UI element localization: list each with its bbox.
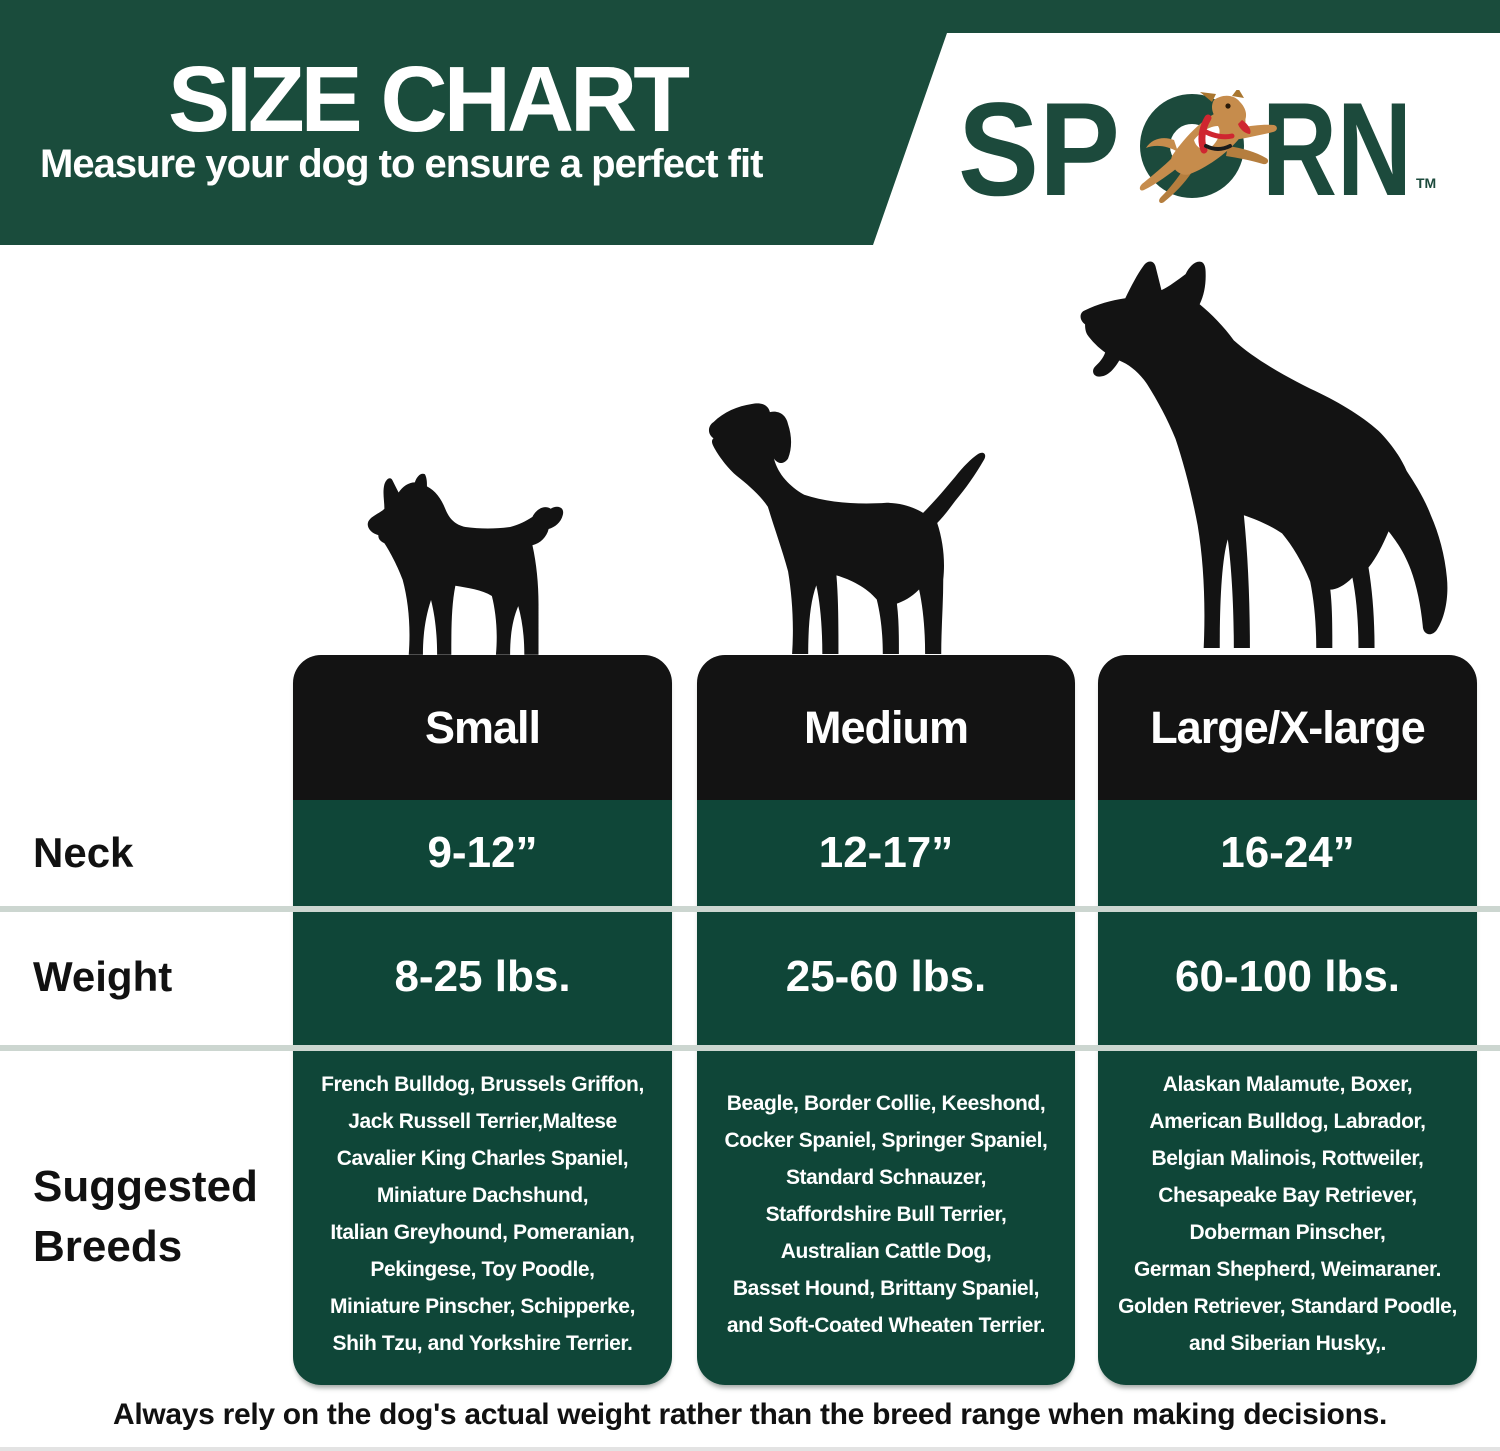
- size-card-medium: Medium 12-17” 25-60 lbs. Beagle, Border …: [697, 655, 1075, 1385]
- page-title: SIZE CHART: [168, 47, 690, 151]
- sporn-logo: SP RN: [956, 76, 1446, 224]
- size-card-large: Large/X-large 16-24” 60-100 lbs. Alaskan…: [1098, 655, 1477, 1385]
- size-card-medium-header: Medium: [697, 655, 1075, 800]
- logo-text-sp: SP: [958, 90, 1120, 215]
- breeds-list-small: French Bulldog, Brussels Griffon, Jack R…: [321, 1073, 644, 1355]
- neck-value-large: 16-24”: [1220, 828, 1355, 877]
- size-card-medium-body: [697, 800, 1075, 1385]
- row-label-suggested-breeds: Suggested Breeds: [33, 1162, 258, 1271]
- size-card-large-header: Large/X-large: [1098, 655, 1477, 800]
- size-name: Medium: [803, 701, 969, 753]
- logo-trademark: TM: [1416, 175, 1436, 191]
- row-label-weight: Weight: [33, 953, 173, 1000]
- size-card-small: Small 9-12” 8-25 lbs. French Bulldog, Br…: [293, 655, 672, 1385]
- size-name: Large/X-large: [1150, 701, 1426, 753]
- size-card-small-body: [293, 800, 672, 1385]
- sporn-logo-graphic: SP RN: [958, 76, 1436, 224]
- breeds-list-medium: Beagle, Border Collie, Keeshond, Cocker …: [724, 1091, 1048, 1337]
- breeds-list-large: Alaskan Malamute, Boxer, American Bulldo…: [1118, 1073, 1457, 1355]
- size-name: Small: [424, 701, 541, 753]
- neck-value-medium: 12-17”: [818, 828, 954, 877]
- weight-value-large: 60-100 lbs.: [1174, 952, 1401, 1001]
- row-divider-weight-breeds: [0, 1045, 1500, 1051]
- bottom-edge-strip: [0, 1447, 1500, 1451]
- footer-note: Always rely on the dog's actual weight r…: [112, 1398, 1388, 1431]
- weight-value-small: 8-25 lbs.: [394, 952, 571, 1001]
- neck-value-small: 9-12”: [427, 828, 538, 877]
- size-card-large-body: [1098, 800, 1477, 1385]
- header-subtitle: Measure your dog to ensure a perfect fit: [40, 142, 763, 186]
- logo-text-rn: RN: [1262, 90, 1412, 215]
- medium-dog-silhouette-icon: [708, 403, 986, 654]
- row-divider-neck-weight: [0, 906, 1500, 912]
- row-label-neck: Neck: [33, 829, 134, 876]
- weight-value-medium: 25-60 lbs.: [785, 952, 987, 1001]
- size-card-small-header: Small: [293, 655, 672, 800]
- logo-jumping-dog-icon: [1139, 88, 1277, 204]
- small-dog-silhouette-icon: [367, 473, 564, 655]
- large-dog-silhouette-icon: [1080, 261, 1448, 648]
